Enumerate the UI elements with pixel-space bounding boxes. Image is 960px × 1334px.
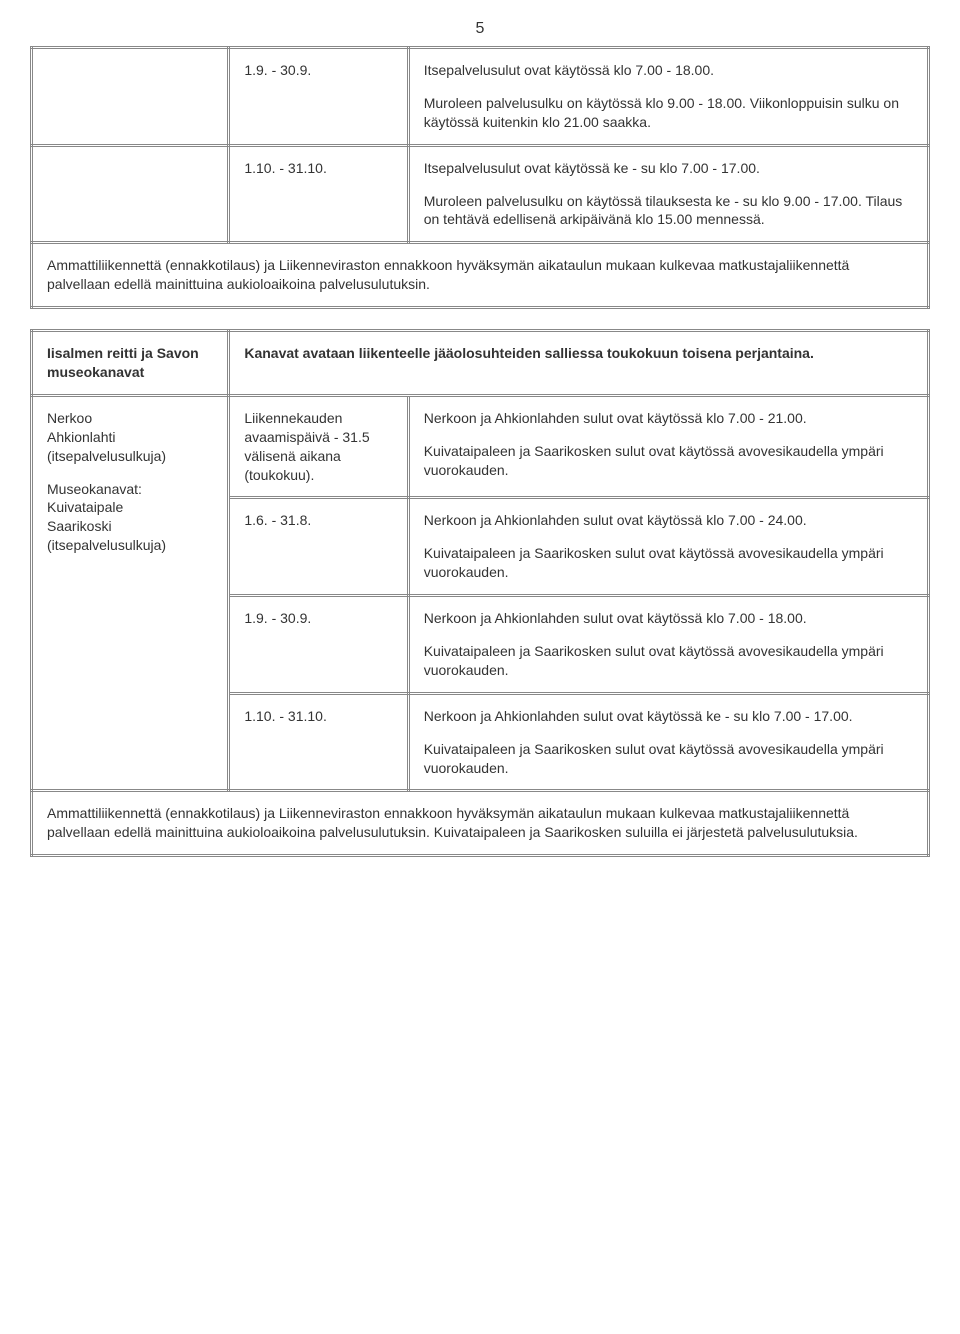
desc-text: Nerkoon ja Ahkionlahden sulut ovat käytö…: [424, 409, 913, 428]
table-row: 1.10. - 31.10. Itsepalvelusulut ovat käy…: [32, 145, 929, 243]
table-row: 1.9. - 30.9. Itsepalvelusulut ovat käytö…: [32, 48, 929, 146]
footer-cell: Ammattiliikennettä (ennakkotilaus) ja Li…: [32, 791, 929, 856]
date-cell: Liikennekauden avaamispäivä - 31.5 välis…: [229, 395, 408, 498]
desc-text: Muroleen palvelusulku on käytössä klo 9.…: [424, 94, 913, 132]
side-item: Saarikoski: [47, 517, 213, 536]
table-row: Iisalmen reitti ja Savon museokanavat Ka…: [32, 331, 929, 396]
desc-text: Nerkoon ja Ahkionlahden sulut ovat käytö…: [424, 609, 913, 628]
desc-cell: Nerkoon ja Ahkionlahden sulut ovat käytö…: [408, 395, 928, 498]
page-number: 5: [30, 20, 930, 38]
date-cell: 1.6. - 31.8.: [229, 498, 408, 596]
date-text: 1.9. - 30.9.: [244, 609, 392, 628]
desc-text: Kuivataipaleen ja Saarikosken sulut ovat…: [424, 642, 913, 680]
desc-cell: Nerkoon ja Ahkionlahden sulut ovat käytö…: [408, 693, 928, 791]
table-2: Iisalmen reitti ja Savon museokanavat Ka…: [30, 329, 930, 857]
desc-cell: Nerkoon ja Ahkionlahden sulut ovat käytö…: [408, 596, 928, 694]
empty-cell: [32, 145, 229, 243]
date-text: 1.6. - 31.8.: [244, 511, 392, 530]
footer-cell: Ammattiliikennettä (ennakkotilaus) ja Li…: [32, 243, 929, 308]
top-right-text: Kanavat avataan liikenteelle jääolosuhte…: [244, 344, 913, 363]
table-1: 1.9. - 30.9. Itsepalvelusulut ovat käytö…: [30, 46, 930, 309]
footer-text: Ammattiliikennettä (ennakkotilaus) ja Li…: [47, 804, 913, 842]
desc-text: Kuivataipaleen ja Saarikosken sulut ovat…: [424, 442, 913, 480]
side-item: Museokanavat:: [47, 480, 213, 499]
side-item: (itsepalvelusulkuja): [47, 536, 213, 555]
desc-text: Itsepalvelusulut ovat käytössä klo 7.00 …: [424, 61, 913, 80]
side-header-cell: Iisalmen reitti ja Savon museokanavat: [32, 331, 229, 396]
date-text: 1.10. - 31.10.: [244, 707, 392, 726]
date-cell: 1.10. - 31.10.: [229, 693, 408, 791]
side-item: Kuivataipale: [47, 498, 213, 517]
desc-cell: Itsepalvelusulut ovat käytössä klo 7.00 …: [408, 48, 928, 146]
empty-cell: [32, 48, 229, 146]
footer-text: Ammattiliikennettä (ennakkotilaus) ja Li…: [47, 256, 913, 294]
desc-text: Muroleen palvelusulku on käytössä tilauk…: [424, 192, 913, 230]
date-cell: 1.9. - 30.9.: [229, 596, 408, 694]
table-row: Ammattiliikennettä (ennakkotilaus) ja Li…: [32, 791, 929, 856]
side-item: Nerkoo: [47, 409, 213, 428]
side-item: (itsepalvelusulkuja): [47, 447, 213, 466]
desc-text: Nerkoon ja Ahkionlahden sulut ovat käytö…: [424, 707, 913, 726]
desc-text: Itsepalvelusulut ovat käytössä ke - su k…: [424, 159, 913, 178]
side-list-cell: Nerkoo Ahkionlahti (itsepalvelusulkuja) …: [32, 395, 229, 791]
top-right-cell: Kanavat avataan liikenteelle jääolosuhte…: [229, 331, 929, 396]
desc-text: Nerkoon ja Ahkionlahden sulut ovat käytö…: [424, 511, 913, 530]
side-header: Iisalmen reitti ja Savon museokanavat: [47, 344, 213, 382]
date-cell: 1.10. - 31.10.: [229, 145, 408, 243]
desc-cell: Nerkoon ja Ahkionlahden sulut ovat käytö…: [408, 498, 928, 596]
desc-text: Kuivataipaleen ja Saarikosken sulut ovat…: [424, 544, 913, 582]
table-row: Nerkoo Ahkionlahti (itsepalvelusulkuja) …: [32, 395, 929, 498]
desc-text: Kuivataipaleen ja Saarikosken sulut ovat…: [424, 740, 913, 778]
date-text: Liikennekauden avaamispäivä - 31.5 välis…: [244, 409, 392, 485]
date-text: 1.9. - 30.9.: [244, 61, 392, 80]
table-row: Ammattiliikennettä (ennakkotilaus) ja Li…: [32, 243, 929, 308]
date-text: 1.10. - 31.10.: [244, 159, 392, 178]
side-item: Ahkionlahti: [47, 428, 213, 447]
desc-cell: Itsepalvelusulut ovat käytössä ke - su k…: [408, 145, 928, 243]
date-cell: 1.9. - 30.9.: [229, 48, 408, 146]
